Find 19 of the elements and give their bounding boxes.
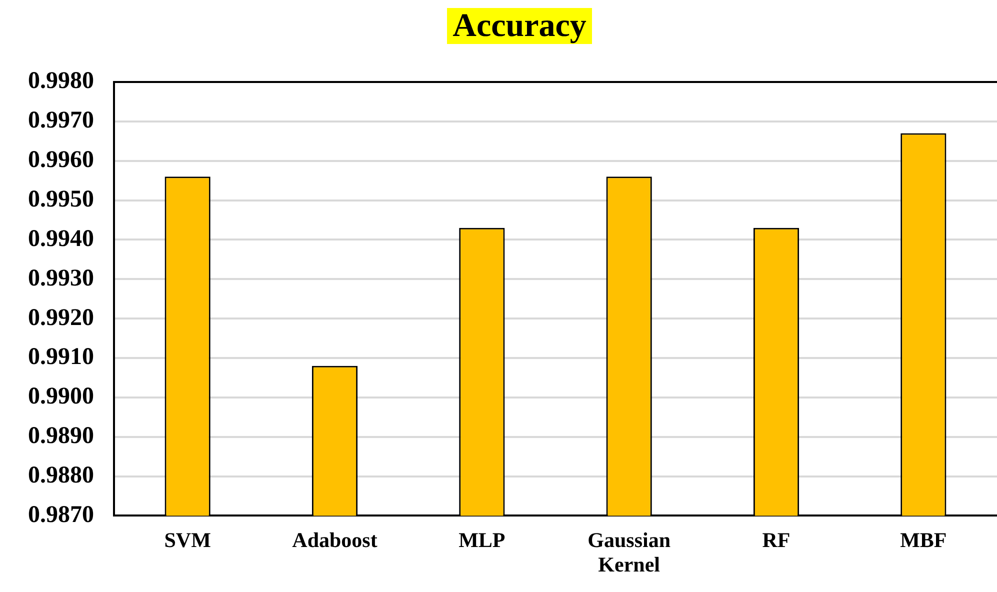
x-tick-label: MLP xyxy=(458,528,506,552)
y-tick-label: 0.9930 xyxy=(28,265,94,292)
y-tick-label: 0.9900 xyxy=(28,384,94,410)
x-tick-label: SVM xyxy=(164,528,212,552)
y-tick-label: 0.9880 xyxy=(28,462,94,488)
y-tick-label: 0.9980 xyxy=(28,68,94,94)
y-tick-label: 0.9940 xyxy=(28,226,94,252)
y-tick-label: 0.9910 xyxy=(28,344,94,370)
y-tick-label: 0.9890 xyxy=(28,423,94,450)
x-tick-label: MBF xyxy=(900,528,947,552)
chart-title: Accuracy xyxy=(446,8,592,44)
x-tick-label: RF xyxy=(762,528,790,552)
y-tick-label: 0.9950 xyxy=(28,186,94,212)
x-tick-label: Gaussian Kernel xyxy=(588,528,671,576)
x-tick-label: Adaboost xyxy=(292,528,378,552)
y-tick-label: 0.9970 xyxy=(28,108,94,134)
y-tick-label: 0.9920 xyxy=(28,304,94,331)
y-tick-label: 0.9960 xyxy=(28,147,94,174)
y-tick-label: 0.9870 xyxy=(28,502,94,528)
